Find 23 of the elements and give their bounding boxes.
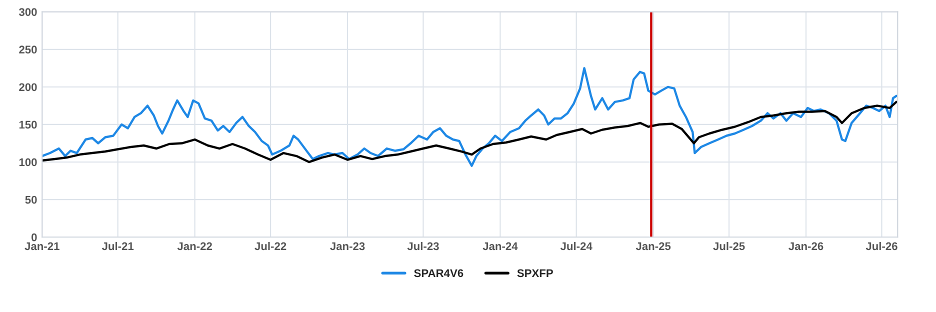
x-tick-label: Jan-24	[482, 242, 518, 250]
x-tick-label: Jan-26	[788, 242, 824, 250]
y-tick-label: 200	[19, 83, 37, 92]
y-tick-label: 300	[18, 8, 37, 16]
line-series	[42, 100, 898, 164]
x-tick-label: Jul-21	[102, 242, 134, 250]
legend-label: SPAR4V6	[414, 269, 464, 278]
y-tick-label: 100	[19, 158, 37, 166]
x-tick-label: Jan-21	[24, 242, 60, 250]
x-tick-label: Jul-24	[560, 242, 592, 250]
x-tick-label: Jan-22	[177, 242, 212, 250]
x-tick-label: Jul-26	[866, 242, 898, 250]
x-tick-label: Jul-25	[713, 242, 745, 250]
x-tick-label: Jul-23	[407, 242, 439, 250]
x-tick-label: Jul-22	[254, 242, 286, 250]
y-tick-label: 250	[19, 46, 37, 54]
x-tick-label: Jan-23	[330, 242, 365, 250]
line-series	[42, 67, 898, 167]
y-tick-label: 50	[25, 196, 37, 204]
x-tick-label: Jan-25	[636, 242, 671, 250]
y-tick-label: 150	[19, 120, 37, 129]
legend-label: SPXFP	[517, 269, 553, 278]
y-tick-label: 0	[32, 233, 37, 242]
